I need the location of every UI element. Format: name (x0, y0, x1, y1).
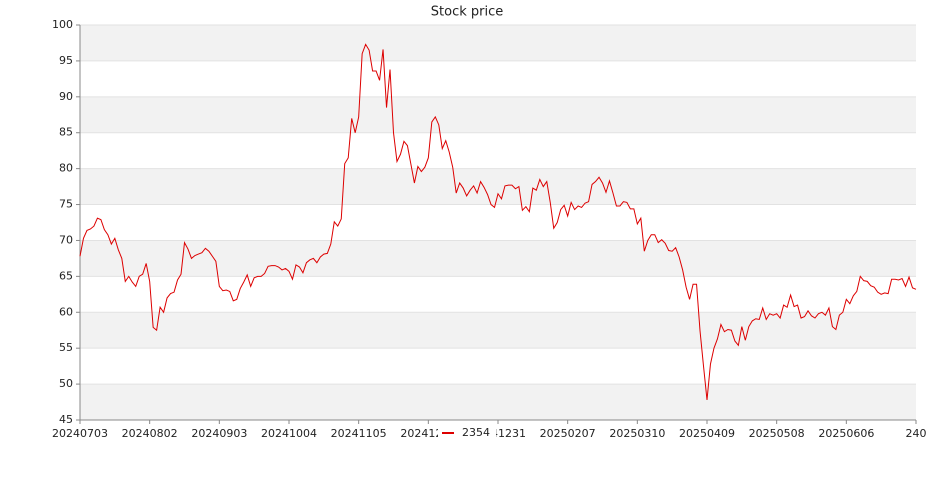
grid-band (80, 312, 916, 349)
chart-title: Stock price (431, 5, 503, 20)
x-tick-label: 20250508 (749, 427, 805, 440)
x-tick-label: 20240802 (122, 427, 178, 440)
y-tick-label: 85 (59, 126, 73, 139)
y-tick-label: 45 (59, 413, 73, 426)
x-tick-label: 240 (906, 427, 927, 440)
y-tick-label: 100 (52, 18, 73, 31)
x-tick-label: 20250409 (679, 427, 735, 440)
y-tick-label: 75 (59, 198, 73, 211)
grid-band (80, 168, 916, 205)
y-tick-label: 95 (59, 54, 73, 67)
x-tick-label: 20240903 (191, 427, 247, 440)
x-tick-label: 20241004 (261, 427, 317, 440)
x-tick-label: 20241105 (331, 427, 387, 440)
line (79, 43, 917, 400)
grid-band (80, 384, 916, 420)
y-tick-label: 80 (59, 162, 73, 175)
grid-band (80, 240, 916, 277)
y-tick-label: 70 (59, 233, 73, 246)
legend-box (438, 425, 496, 441)
grid-band (80, 25, 916, 61)
x-tick-label: 20240703 (52, 427, 108, 440)
x-tick-label: 20250606 (818, 427, 874, 440)
y-tick-label: 60 (59, 305, 73, 318)
x-tick-label: 20250310 (609, 427, 665, 440)
y-tick-label: 50 (59, 377, 73, 390)
x-tick-label: 20250207 (540, 427, 596, 440)
legend-label: 2354 (462, 426, 490, 439)
y-tick-label: 55 (59, 341, 73, 354)
y-tick-label: 90 (59, 90, 73, 103)
grid-band (80, 96, 916, 133)
y-tick-label: 65 (59, 269, 73, 282)
